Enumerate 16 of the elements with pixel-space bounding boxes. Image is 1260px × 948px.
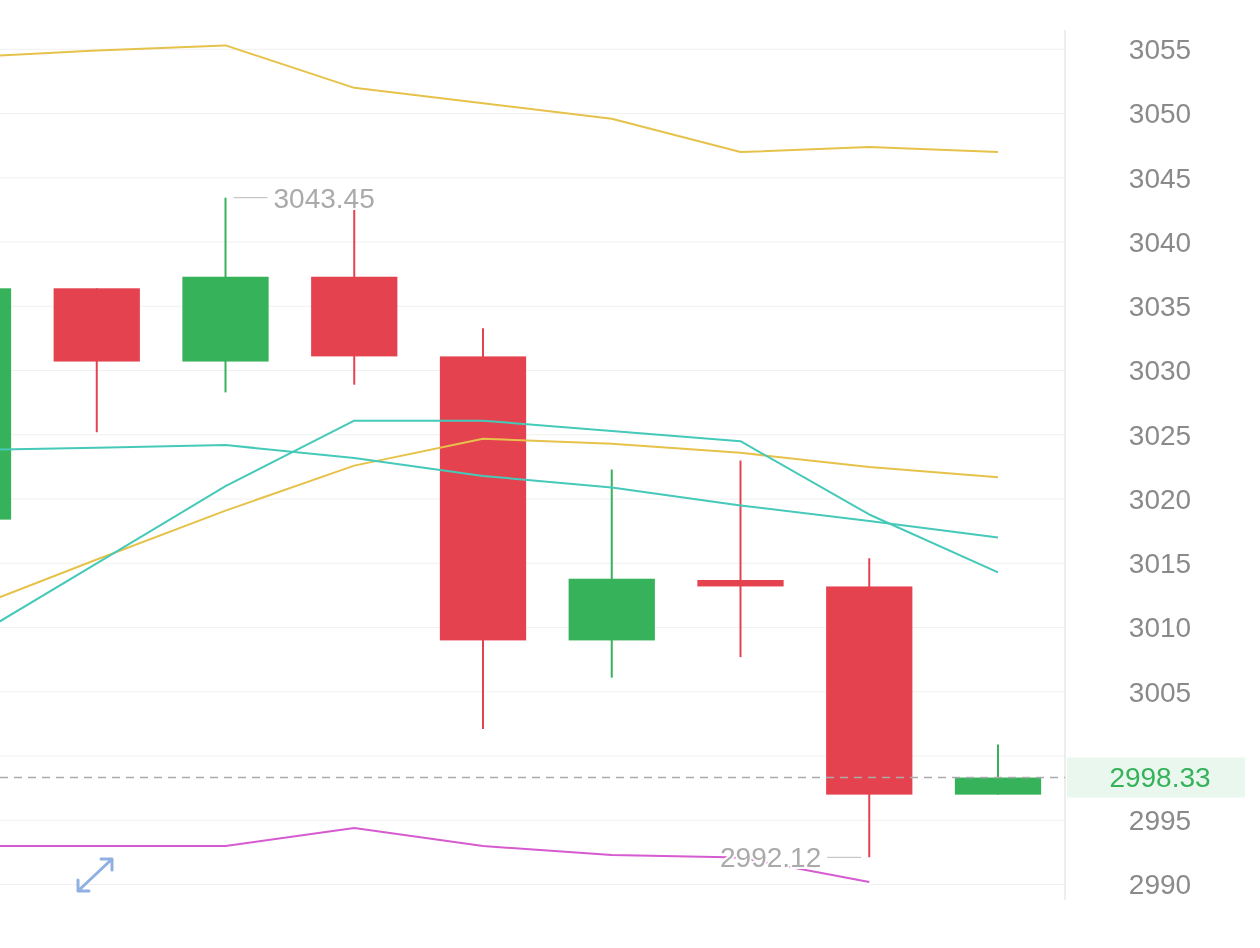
y-tick-label: 3030 [1128, 355, 1192, 387]
ref-line-label: 2998.33 [1109, 762, 1211, 794]
y-tick-label: 3005 [1128, 676, 1192, 708]
annotation: 3043.45 [273, 182, 375, 214]
y-tick-label: 3015 [1128, 548, 1192, 580]
y-tick-label: 3010 [1128, 612, 1192, 644]
y-tick-label: 3040 [1128, 226, 1192, 258]
y-tick-label: 2990 [1128, 869, 1192, 901]
y-tick-label: 3045 [1128, 162, 1192, 194]
y-tick-label: 3050 [1128, 98, 1192, 130]
candlestick [697, 459, 784, 659]
y-tick-label: 3025 [1128, 419, 1192, 451]
y-tick-label: 3035 [1128, 291, 1192, 323]
y-tick-label: 3020 [1128, 483, 1192, 515]
y-tick-label: 2995 [1128, 805, 1192, 837]
y-tick-label: 3055 [1128, 34, 1192, 66]
